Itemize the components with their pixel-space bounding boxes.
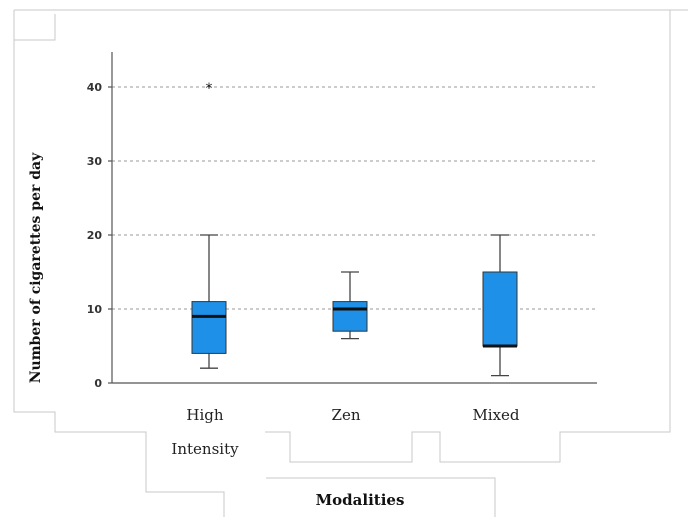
outlier-star: * bbox=[206, 81, 213, 97]
x-category-label: Mixed bbox=[472, 406, 519, 424]
iqr-box bbox=[332, 301, 368, 332]
box-series-2 bbox=[332, 271, 368, 340]
box-series-3 bbox=[482, 234, 518, 377]
x-category-label: High bbox=[186, 406, 223, 424]
y-tick-label-30: 30 bbox=[87, 155, 103, 168]
box-series-1: * bbox=[191, 81, 227, 369]
x-category-label: Zen bbox=[332, 406, 361, 424]
y-tick-label-40: 40 bbox=[87, 81, 103, 94]
x-axis-categories: High Intensity Zen Mixed bbox=[171, 406, 520, 458]
x-axis-title: Modalities bbox=[316, 491, 405, 509]
x-category-label: Intensity bbox=[171, 440, 239, 458]
iqr-box bbox=[482, 271, 518, 347]
y-axis-ticks: 0 10 20 30 40 bbox=[87, 81, 112, 390]
y-tick-label-20: 20 bbox=[87, 229, 103, 242]
iqr-box bbox=[191, 301, 227, 354]
y-tick-label-10: 10 bbox=[87, 303, 103, 316]
chart-frame bbox=[13, 9, 688, 517]
y-axis-title: Number of cigarettes per day bbox=[28, 152, 44, 383]
gridlines bbox=[112, 86, 597, 310]
y-tick-label-0: 0 bbox=[94, 377, 102, 390]
boxes: * bbox=[191, 81, 518, 377]
